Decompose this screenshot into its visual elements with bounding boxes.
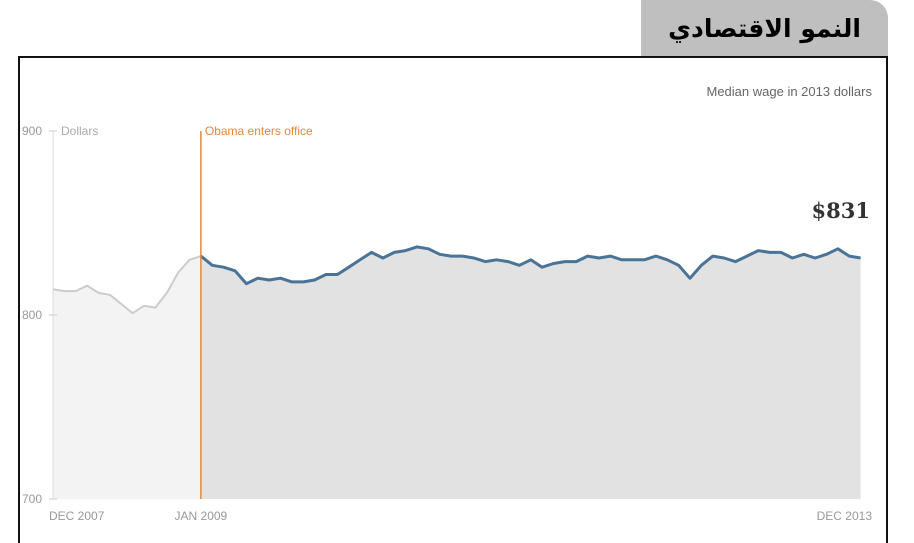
y-unit-label: Dollars: [61, 124, 98, 138]
x-tick-label: JAN 2009: [175, 509, 228, 523]
y-tick-label: 800: [22, 308, 42, 322]
series-lines: [52, 245, 861, 315]
area-fill-before: [53, 256, 201, 499]
x-tick-label: DEC 2007: [49, 509, 105, 523]
y-tick-label: 900: [22, 124, 42, 138]
x-axis: DEC 2007 JAN 2009 DEC 2013: [49, 509, 872, 523]
y-axis: 900 Dollars 800 700: [22, 124, 98, 506]
area-fill-after: [200, 246, 861, 499]
end-value-label: $831: [812, 198, 870, 223]
y-tick-label: 700: [22, 492, 42, 506]
annotation-group: Obama enters office $831: [200, 124, 870, 499]
chart-frame: Median wage in 2013 dollars 900 Dollars 80…: [18, 56, 888, 543]
section-title: النمو الاقتصادي: [641, 0, 888, 56]
series-line-before: [52, 255, 202, 315]
series-line-after: [199, 245, 861, 286]
area-fills: [53, 246, 861, 499]
chart-subtitle: Median wage in 2013 dollars: [707, 84, 873, 99]
wage-line-chart: Median wage in 2013 dollars 900 Dollars 80…: [22, 84, 873, 523]
x-tick-label: DEC 2013: [817, 509, 873, 523]
annotation-label: Obama enters office: [205, 124, 313, 138]
